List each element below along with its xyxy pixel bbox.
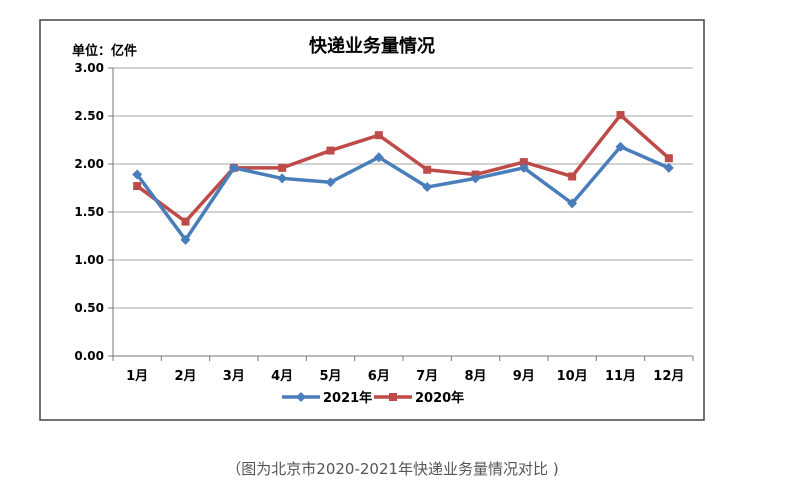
y-tick-label: 3.00 bbox=[74, 61, 104, 75]
y-tick-label: 1.50 bbox=[74, 205, 104, 219]
y-tick-label: 1.00 bbox=[74, 253, 104, 267]
data-point bbox=[568, 172, 577, 181]
x-tick-label: 12月 bbox=[653, 369, 684, 384]
legend-marker bbox=[389, 393, 397, 401]
data-point bbox=[664, 154, 673, 163]
x-tick-label: 11月 bbox=[605, 369, 636, 384]
x-tick-label: 6月 bbox=[368, 369, 390, 384]
x-axis-ticks: 1月 2月 3月 4月 5月 6月 7月 8月 9月 10月 11月 12月 bbox=[112, 356, 694, 384]
data-point bbox=[616, 111, 625, 120]
x-tick-label: 9月 bbox=[513, 369, 535, 384]
data-point bbox=[133, 182, 142, 191]
y-tick-label: 2.00 bbox=[74, 157, 104, 171]
data-point bbox=[132, 169, 143, 180]
x-tick-label: 2月 bbox=[174, 369, 196, 384]
data-point bbox=[228, 162, 239, 173]
x-tick-label: 3月 bbox=[223, 369, 245, 384]
legend: 2021年 2020年 bbox=[282, 390, 464, 406]
x-tick-label: 8月 bbox=[464, 369, 486, 384]
series-layer bbox=[132, 111, 674, 245]
data-point bbox=[519, 158, 528, 167]
data-point bbox=[325, 177, 336, 188]
chart-frame bbox=[39, 19, 705, 421]
data-point bbox=[277, 173, 288, 184]
figure-caption: （图为北京市2020-2021年快递业务量情况对比 ) bbox=[226, 460, 559, 478]
data-point bbox=[181, 217, 190, 226]
y-tick-label: 2.50 bbox=[74, 109, 104, 123]
legend-item: 2021年 bbox=[282, 390, 372, 406]
data-point bbox=[518, 162, 529, 173]
x-tick-label: 10月 bbox=[557, 369, 588, 384]
legend-label: 2020年 bbox=[415, 390, 464, 406]
legend-marker bbox=[296, 392, 306, 402]
data-point bbox=[326, 146, 335, 155]
data-point bbox=[663, 162, 674, 173]
series-line bbox=[135, 144, 670, 242]
y-tick-label: 0.50 bbox=[74, 301, 104, 315]
data-point bbox=[567, 198, 578, 209]
data-point bbox=[373, 152, 384, 163]
data-point bbox=[422, 182, 433, 193]
legend-item: 2020年 bbox=[374, 390, 464, 406]
x-tick-label: 7月 bbox=[416, 369, 438, 384]
x-tick-label: 5月 bbox=[319, 369, 341, 384]
data-point bbox=[180, 234, 191, 245]
data-point bbox=[278, 163, 287, 172]
x-tick-label: 4月 bbox=[271, 369, 293, 384]
data-point bbox=[615, 141, 626, 152]
y-tick-label: 0.00 bbox=[74, 349, 104, 363]
unit-label: 单位：亿件 bbox=[72, 43, 137, 59]
data-point bbox=[374, 131, 383, 140]
gridlines bbox=[108, 67, 693, 357]
legend-label: 2021年 bbox=[323, 390, 372, 406]
data-point bbox=[470, 173, 481, 184]
series-2021年 bbox=[132, 141, 674, 245]
chart-title: 快递业务量情况 bbox=[309, 35, 435, 57]
data-point bbox=[423, 165, 432, 174]
y-axis-ticks: 0.00 0.50 1.00 1.50 2.00 2.50 3.00 bbox=[74, 61, 104, 363]
x-tick-label: 1月 bbox=[126, 369, 148, 384]
